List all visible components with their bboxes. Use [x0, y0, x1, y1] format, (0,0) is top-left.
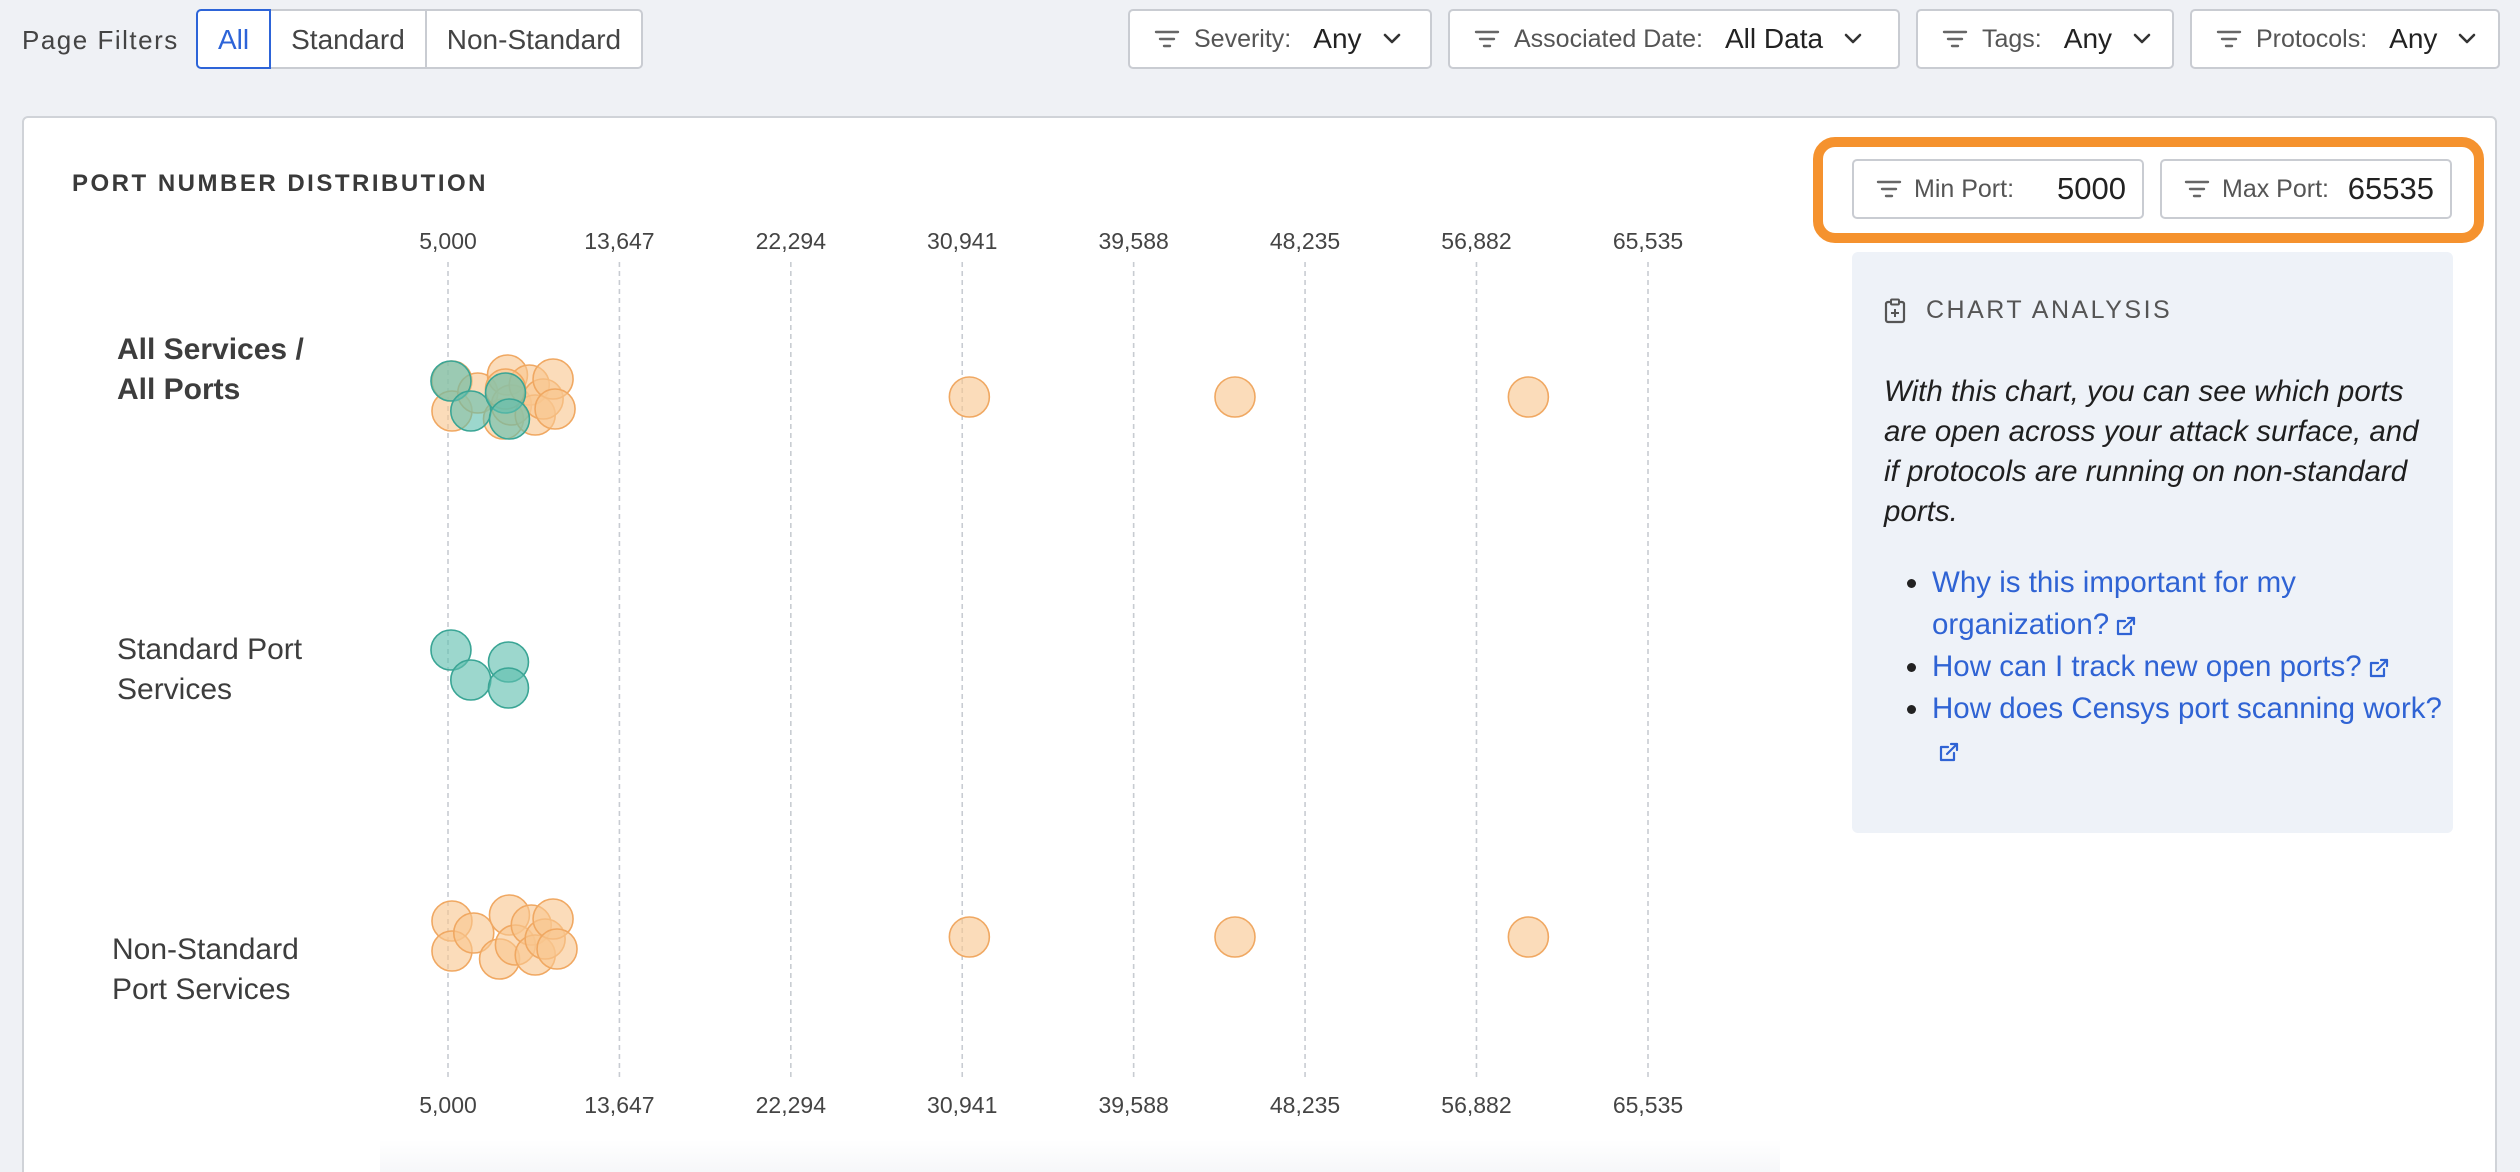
tags-dropdown[interactable]: Tags: Any: [1916, 9, 2174, 69]
min-port-input[interactable]: Min Port: 5000: [1852, 159, 2144, 219]
external-link-icon: [1939, 743, 1959, 762]
link-why-important[interactable]: Why is this important for my organizatio…: [1884, 562, 2444, 646]
severity-dropdown[interactable]: Severity: Any: [1128, 9, 1432, 69]
x-tick-top: 13,647: [584, 228, 654, 254]
chevron-down-icon: [2133, 33, 2151, 44]
max-port-input[interactable]: Max Port: 65535: [2160, 159, 2452, 219]
x-tick-top: 56,882: [1441, 228, 1511, 254]
x-tick-top: 48,235: [1270, 228, 1340, 254]
standard-port-point[interactable]: [488, 398, 531, 440]
severity-value: Any: [1313, 23, 1362, 54]
associated-date-dropdown[interactable]: Associated Date: All Data: [1448, 9, 1900, 69]
row-label-standard-line-1: Standard Port: [117, 633, 303, 666]
min-port-value[interactable]: 5000: [2057, 171, 2126, 206]
non-standard-port-point[interactable]: [1507, 376, 1550, 418]
row-label-all-services-line-1: All Services /: [117, 333, 304, 366]
standard-port-point[interactable]: [430, 360, 472, 402]
filter-icon: [2216, 30, 2242, 48]
standard-port-point[interactable]: [487, 667, 530, 709]
link-port-scanning[interactable]: How does Censys port scanning work?: [1884, 688, 2444, 772]
x-tick-bottom: 39,588: [1098, 1092, 1168, 1118]
x-tick-bottom: 30,941: [927, 1092, 997, 1118]
non-standard-port-point[interactable]: [1214, 376, 1256, 418]
tags-label: Tags:: [1982, 24, 2042, 53]
standard-port-point[interactable]: [430, 629, 472, 671]
x-tick-top: 22,294: [756, 228, 827, 254]
page-filter-segmented-control: All Standard Non-Standard: [196, 9, 644, 69]
chevron-down-icon: [1844, 33, 1862, 44]
associated-date-value: All Data: [1725, 23, 1824, 54]
x-axis-bottom: 5,000 13,647 22,294 30,941 39,588 48,235 56,88…: [419, 1092, 1683, 1118]
filter-icon: [1942, 30, 1968, 48]
gridlines: [447, 262, 1649, 1078]
non-standard-port-point[interactable]: [948, 376, 991, 418]
row-label-standard-line-2: Services: [117, 673, 233, 706]
min-port-label: Min Port:: [1914, 174, 2015, 203]
x-tick-bottom: 48,235: [1270, 1092, 1340, 1118]
x-tick-bottom: 5,000: [419, 1092, 477, 1118]
non-standard-port-point[interactable]: [534, 388, 576, 430]
row-label-non-standard: Non-Standard Port Services: [112, 930, 299, 1010]
x-tick-bottom: 65,535: [1613, 1092, 1683, 1118]
clipboard-icon: [1884, 298, 1906, 323]
x-tick-top: 5,000: [419, 228, 477, 254]
filter-icon: [2184, 180, 2210, 198]
scroll-fade: [380, 1140, 1780, 1172]
x-tick-top: 65,535: [1613, 228, 1683, 254]
filter-icon: [1876, 180, 1902, 198]
non-standard-port-point[interactable]: [452, 912, 495, 954]
port-range-highlight: [1813, 137, 2484, 243]
filter-icon: [1154, 30, 1180, 48]
filter-all-button[interactable]: All: [196, 9, 272, 69]
protocols-label: Protocols:: [2256, 24, 2368, 53]
x-axis-top: 5,000 13,647 22,294 30,941 39,588 48,235 56,88…: [419, 228, 1683, 254]
filter-non-standard-button[interactable]: Non-Standard: [424, 9, 644, 69]
chart-analysis-panel: [1852, 252, 2453, 833]
row-label-non-standard-line-2: Port Services: [112, 973, 291, 1006]
max-port-value[interactable]: 65535: [2347, 171, 2434, 206]
standard-port-point[interactable]: [449, 390, 492, 432]
chart-analysis-description: With this chart, you can see which ports…: [1884, 375, 2419, 528]
page-filters-label: Page Filters: [22, 25, 179, 55]
x-tick-bottom: 13,647: [584, 1092, 654, 1118]
external-link-icon: [2117, 617, 2136, 636]
x-tick-bottom: 56,882: [1441, 1092, 1511, 1118]
max-port-label: Max Port:: [2222, 174, 2329, 203]
severity-label: Severity:: [1194, 24, 1292, 53]
link-track-open-ports-text[interactable]: How can I track new open ports?: [1932, 650, 2362, 683]
non-standard-port-point[interactable]: [1507, 916, 1550, 958]
chart-title: PORT NUMBER DISTRIBUTION: [72, 170, 488, 197]
row-label-all-services-line-2: All Ports: [117, 373, 241, 406]
chevron-down-icon: [1383, 33, 1400, 44]
row-label-non-standard-line-1: Non-Standard: [112, 933, 299, 966]
x-tick-top: 30,941: [927, 228, 997, 254]
non-standard-port-point[interactable]: [536, 928, 578, 970]
non-standard-port-point[interactable]: [1214, 916, 1256, 958]
row-label-all-services: All Services / All Ports: [117, 330, 304, 410]
chart-analysis-links: Why is this important for my organizatio…: [1884, 562, 2444, 772]
tags-value: Any: [2063, 23, 2113, 54]
x-tick-top: 39,588: [1098, 228, 1168, 254]
port-distribution-chart: 5,000 13,647 22,294 30,941 39,588 48,235 56,88…: [419, 228, 1683, 1118]
chevron-down-icon: [2459, 33, 2476, 44]
x-tick-bottom: 22,294: [756, 1092, 827, 1118]
link-track-open-ports[interactable]: How can I track new open ports?: [1884, 646, 2444, 688]
link-why-important-text[interactable]: Why is this important for my organizatio…: [1932, 566, 2296, 641]
external-link-icon: [2369, 659, 2388, 678]
protocols-value: Any: [2389, 23, 2438, 54]
chart-analysis-header: CHART ANALYSIS: [1884, 296, 2172, 325]
row-label-standard: Standard Port Services: [117, 630, 302, 710]
chart-analysis-title: CHART ANALYSIS: [1926, 296, 2173, 324]
non-standard-port-point[interactable]: [948, 916, 991, 958]
protocols-dropdown[interactable]: Protocols: Any: [2190, 9, 2500, 69]
filter-icon: [1474, 30, 1500, 48]
associated-date-label: Associated Date:: [1514, 24, 1703, 53]
link-port-scanning-text[interactable]: How does Censys port scanning work?: [1932, 692, 2442, 725]
data-points: [430, 354, 1550, 980]
standard-port-point[interactable]: [449, 659, 492, 701]
